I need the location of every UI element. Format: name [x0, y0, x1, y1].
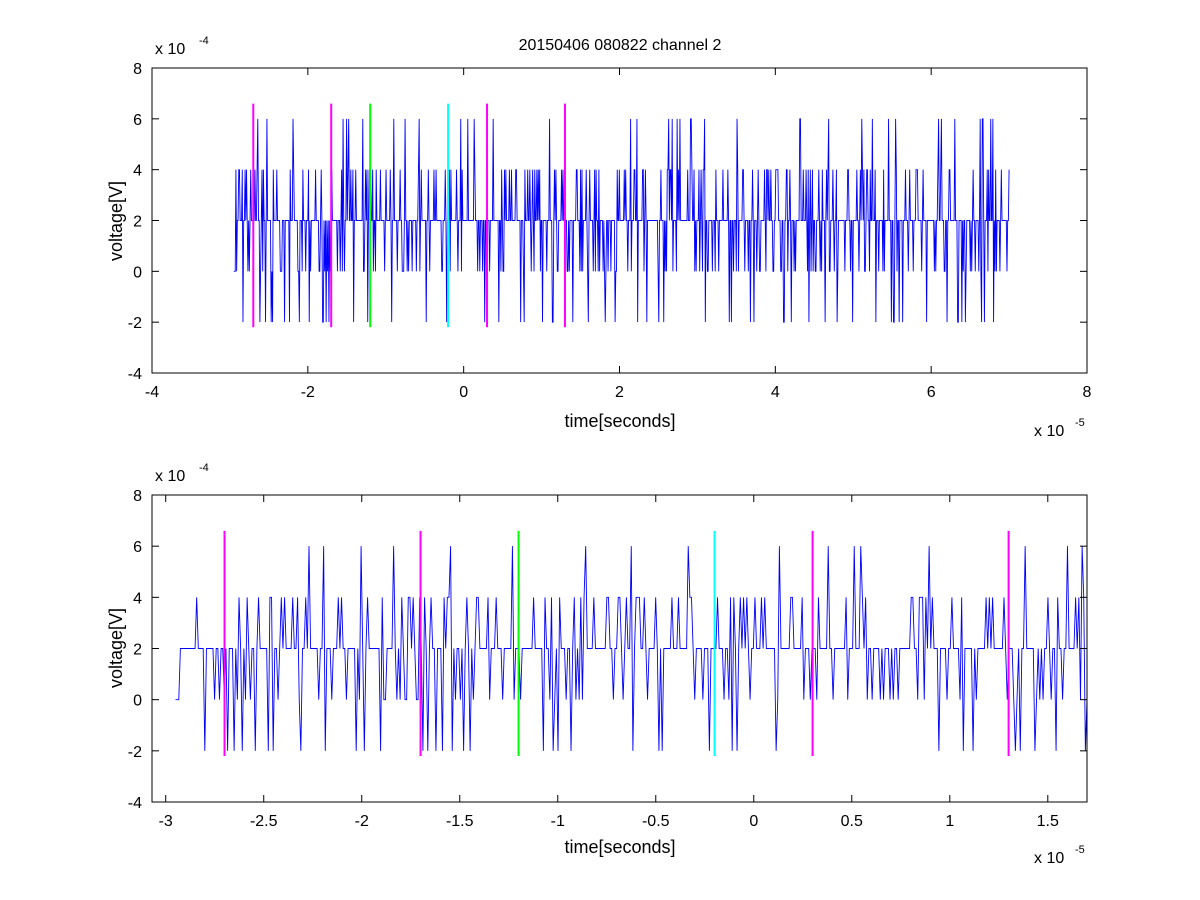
x-tick-label: 2: [615, 384, 624, 401]
top-marker-layer: [252, 103, 566, 328]
bottom-x-exponent-power: -5: [1075, 844, 1085, 856]
y-tick-label: 8: [133, 61, 142, 78]
x-tick-label: -4: [145, 384, 159, 401]
x-tick-label: 8: [1083, 384, 1092, 401]
x-tick-label: 0: [459, 384, 468, 401]
top-signal-layer: [233, 118, 1010, 323]
x-tick-label: 1.5: [1037, 813, 1059, 830]
top-y-exponent-base: x 10: [155, 41, 185, 58]
y-tick-label: 6: [133, 539, 142, 556]
x-tick-label: -2: [355, 813, 369, 830]
top-y-exponent-power: -4: [199, 35, 209, 47]
top-chart: 20150406 080822 channel 2 -4 -2 0 2 4 6 8 -4 -2 0…: [106, 35, 1092, 440]
top-tick-layer: -4 -2 0 2 4 6 8 -4 -2 0 2 4 6 8: [128, 61, 1092, 401]
y-tick-label: 4: [133, 163, 142, 180]
bottom-y-axis-label: voltage[V]: [106, 608, 126, 688]
y-tick-label: 2: [133, 214, 142, 231]
y-tick-label: 0: [133, 264, 142, 281]
top-x-exponent-power: -5: [1075, 417, 1085, 429]
chart-title: 20150406 080822 channel 2: [519, 37, 722, 54]
bottom-y-exponent-power: -4: [199, 462, 209, 474]
y-tick-label: -2: [128, 744, 142, 761]
y-tick-label: 4: [133, 590, 142, 607]
top-x-exponent-base: x 10: [1034, 423, 1064, 440]
y-tick-label: 2: [133, 642, 142, 659]
x-tick-label: -1.5: [446, 813, 474, 830]
y-tick-label: 0: [133, 693, 142, 710]
bottom-axes-box: [151, 494, 1088, 803]
y-tick-label: -2: [128, 315, 142, 332]
x-tick-label: 0: [749, 813, 758, 830]
signal-trace: [233, 118, 1010, 323]
bottom-x-exponent-base: x 10: [1034, 850, 1064, 867]
y-tick-label: 8: [133, 488, 142, 505]
bottom-signal-layer: [175, 546, 1088, 751]
y-tick-label: 6: [133, 112, 142, 129]
bottom-x-axis-label: time[seconds]: [564, 837, 675, 857]
x-tick-label: -2: [301, 384, 315, 401]
y-tick-label: -4: [128, 366, 142, 383]
x-tick-label: -0.5: [642, 813, 670, 830]
x-tick-label: -1: [551, 813, 565, 830]
bottom-marker-layer: [223, 530, 1010, 756]
x-tick-label: -3: [159, 813, 173, 830]
top-y-axis-label: voltage[V]: [106, 181, 126, 261]
x-tick-label: 0.5: [841, 813, 863, 830]
x-tick-label: 1: [945, 813, 954, 830]
x-tick-label: 6: [927, 384, 936, 401]
bottom-chart: -3 -2.5 -2 -1.5 -1 -0.5 0 0.5 1 1.5 -4 -2 0 2 4 6 8 x 10…: [106, 462, 1088, 867]
top-x-axis-label: time[seconds]: [564, 411, 675, 431]
bottom-y-exponent-base: x 10: [155, 468, 185, 485]
signal-trace: [175, 546, 1088, 751]
x-tick-label: -2.5: [250, 813, 278, 830]
bottom-tick-layer: -3 -2.5 -2 -1.5 -1 -0.5 0 0.5 1 1.5 -4 -2 0 2 4 6 8: [128, 488, 1087, 830]
x-tick-label: 4: [771, 384, 780, 401]
y-tick-label: -4: [128, 795, 142, 812]
